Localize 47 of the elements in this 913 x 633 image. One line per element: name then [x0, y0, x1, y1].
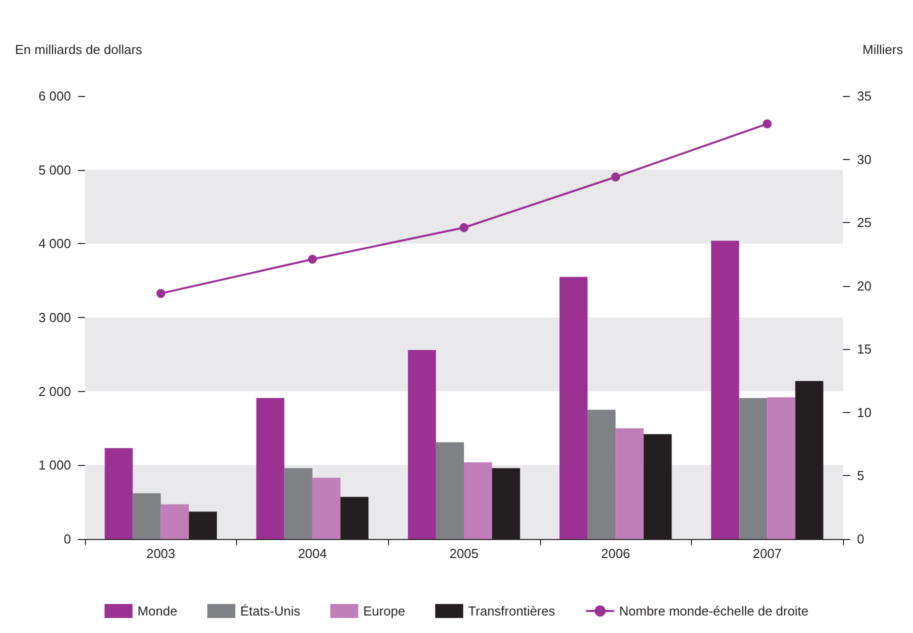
y2-tick-label: 0	[857, 532, 864, 546]
y2-tick-label: 20	[857, 278, 872, 294]
x-tick-label: 2003	[146, 546, 176, 561]
y-axis-title: En milliards de dollars	[15, 42, 143, 57]
bar	[464, 462, 492, 539]
y2-tick-label: 35	[857, 88, 872, 104]
y2-tick-label: 30	[857, 152, 872, 167]
bar	[436, 442, 464, 539]
y-tick-label: 2 000	[38, 384, 71, 399]
y-tick-label: 6 000	[38, 88, 71, 104]
bar	[767, 397, 796, 539]
legend-label: Transfrontières	[468, 604, 556, 618]
y-tick-label: 4 000	[38, 236, 71, 252]
bar	[560, 276, 588, 539]
bar	[711, 240, 740, 539]
y2-axis-title: Milliers	[862, 42, 904, 57]
bar	[284, 468, 312, 539]
y2-tick-label: 5	[857, 468, 864, 484]
bar	[132, 493, 161, 539]
x-tick-label: 2005	[450, 546, 478, 561]
y2-tick-label: 25	[857, 215, 872, 230]
y-tick-label: 0	[64, 532, 71, 546]
bar	[312, 478, 340, 539]
y2-tick-label: 10	[857, 404, 872, 420]
y2-tick-label: 15	[857, 342, 872, 357]
y-tick-label: 5 000	[38, 162, 71, 178]
legend-label: Europe	[363, 604, 406, 618]
bar	[160, 504, 189, 539]
bar	[616, 428, 644, 539]
bar	[256, 398, 284, 539]
bar	[588, 410, 616, 539]
y-tick-label: 3 000	[38, 310, 71, 325]
bar	[408, 350, 436, 539]
bar	[739, 398, 768, 539]
point	[308, 254, 317, 264]
point	[611, 172, 620, 182]
legend-label: Nombre monde-échelle de droite	[619, 604, 808, 618]
legend-label: États-Unis	[240, 604, 301, 618]
bar	[104, 448, 133, 539]
y-tick-label: 1 000	[38, 458, 71, 473]
x-tick-label: 2007	[752, 546, 782, 561]
x-tick-label: 2006	[601, 546, 630, 561]
point	[460, 223, 468, 232]
legend-label: Monde	[138, 604, 178, 618]
point	[762, 119, 772, 128]
point	[156, 288, 166, 298]
x-tick-label: 2004	[298, 546, 327, 561]
